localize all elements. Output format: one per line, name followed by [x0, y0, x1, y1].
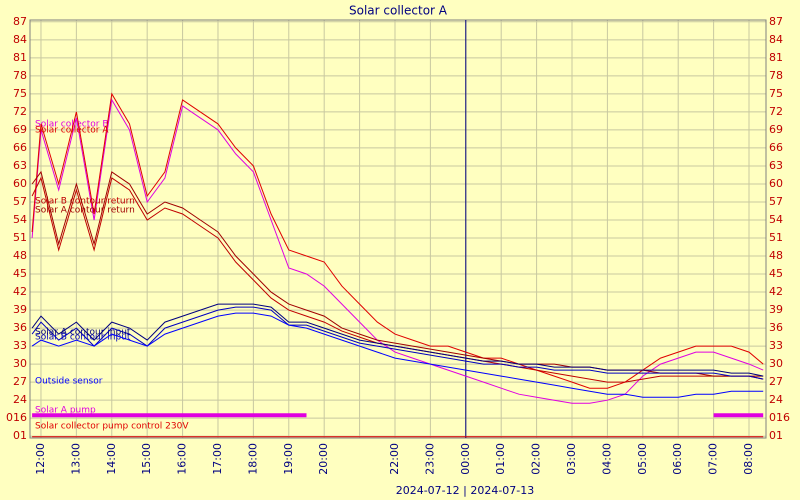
y-tick-label: 01 — [13, 429, 27, 442]
y-tick-label: 75 — [13, 87, 27, 100]
x-tick-label: 19:00 — [282, 443, 295, 475]
x-tick-label: 05:00 — [636, 443, 649, 475]
legend-label: Solar B contour return — [35, 197, 135, 207]
y-tick-label: 45 — [769, 267, 783, 280]
x-tick-label: 20:00 — [317, 443, 330, 475]
y-tick-label: 84 — [769, 33, 783, 46]
y-tick-label: 78 — [13, 69, 27, 82]
y-tick-label: 24 — [13, 393, 27, 406]
y-tick-label: 57 — [769, 195, 783, 208]
y-tick-label: 66 — [769, 141, 783, 154]
x-tick-label: 16:00 — [176, 443, 189, 475]
y-tick-label: 87 — [769, 15, 783, 28]
y-tick-label: 36 — [13, 321, 27, 334]
y-tick-label: 36 — [769, 321, 783, 334]
y-tick-label: 27 — [13, 375, 27, 388]
y-tick-label: 72 — [769, 105, 783, 118]
y-tick-label: 24 — [769, 393, 783, 406]
y-tick-label: 87 — [13, 15, 27, 28]
y-tick-label: 27 — [769, 375, 783, 388]
y-tick-label: 016 — [6, 411, 27, 424]
x-tick-label: 17:00 — [211, 443, 224, 475]
plot-frame — [29, 19, 767, 439]
y-tick-label: 60 — [13, 177, 27, 190]
y-tick-label: 54 — [769, 213, 783, 226]
y-tick-label: 60 — [769, 177, 783, 190]
y-tick-label: 51 — [769, 231, 783, 244]
legend-label: Solar A contour input — [35, 328, 131, 338]
y-tick-label: 84 — [13, 33, 27, 46]
series-line — [31, 303, 764, 377]
x-tick-label: 04:00 — [600, 443, 613, 475]
x-tick-label: 12:00 — [34, 443, 47, 475]
y-tick-label: 63 — [13, 159, 27, 172]
y-tick-label: 30 — [769, 357, 783, 370]
x-tick-label: 06:00 — [671, 443, 684, 475]
x-tick-label: 01:00 — [494, 443, 507, 475]
legend-label: Solar A contour return — [35, 206, 135, 216]
x-tick-label: 13:00 — [69, 443, 82, 475]
y-tick-label: 69 — [13, 123, 27, 136]
y-tick-label: 57 — [13, 195, 27, 208]
series-line — [31, 98, 764, 404]
y-tick-label: 48 — [769, 249, 783, 262]
x-tick-label: 14:00 — [105, 443, 118, 475]
x-tick-label: 08:00 — [742, 443, 755, 475]
x-tick-label: 15:00 — [140, 443, 153, 475]
x-tick-label: 07:00 — [707, 443, 720, 475]
series-line — [31, 312, 764, 398]
y-tick-label: 51 — [13, 231, 27, 244]
y-tick-label: 016 — [769, 411, 790, 424]
x-tick-label: 02:00 — [530, 443, 543, 475]
y-tick-label: 01 — [769, 429, 783, 442]
y-tick-label: 42 — [769, 285, 783, 298]
chart-title: Solar collector A — [349, 4, 448, 18]
y-tick-label: 81 — [769, 51, 783, 64]
legend-label: Outside sensor — [35, 377, 103, 387]
y-tick-label: 78 — [769, 69, 783, 82]
y-tick-label: 39 — [769, 303, 783, 316]
x-tick-label: 00:00 — [459, 443, 472, 475]
y-tick-label: 81 — [13, 51, 27, 64]
legend-label: Solar A pump — [35, 406, 96, 416]
y-tick-label: 33 — [13, 339, 27, 352]
legend-label: Solar collector A — [35, 126, 109, 136]
x-tick-label: 18:00 — [246, 443, 259, 475]
x-tick-label: 22:00 — [388, 443, 401, 475]
y-tick-label: 48 — [13, 249, 27, 262]
y-tick-label: 30 — [13, 357, 27, 370]
legend-label: Solar collector pump control 230V — [35, 422, 189, 432]
y-tick-label: 54 — [13, 213, 27, 226]
y-tick-label: 42 — [13, 285, 27, 298]
x-caption: 2024-07-12 | 2024-07-13 — [396, 484, 535, 497]
y-tick-label: 66 — [13, 141, 27, 154]
y-tick-label: 39 — [13, 303, 27, 316]
y-tick-label: 63 — [769, 159, 783, 172]
legend-label: Solar B contour input — [35, 333, 131, 343]
y-tick-label: 72 — [13, 105, 27, 118]
y-tick-label: 33 — [769, 339, 783, 352]
x-tick-label: 03:00 — [565, 443, 578, 475]
y-tick-label: 45 — [13, 267, 27, 280]
legend-label: Solar collector B — [35, 120, 109, 130]
y-tick-label: 69 — [769, 123, 783, 136]
y-tick-label: 75 — [769, 87, 783, 100]
x-tick-label: 23:00 — [423, 443, 436, 475]
